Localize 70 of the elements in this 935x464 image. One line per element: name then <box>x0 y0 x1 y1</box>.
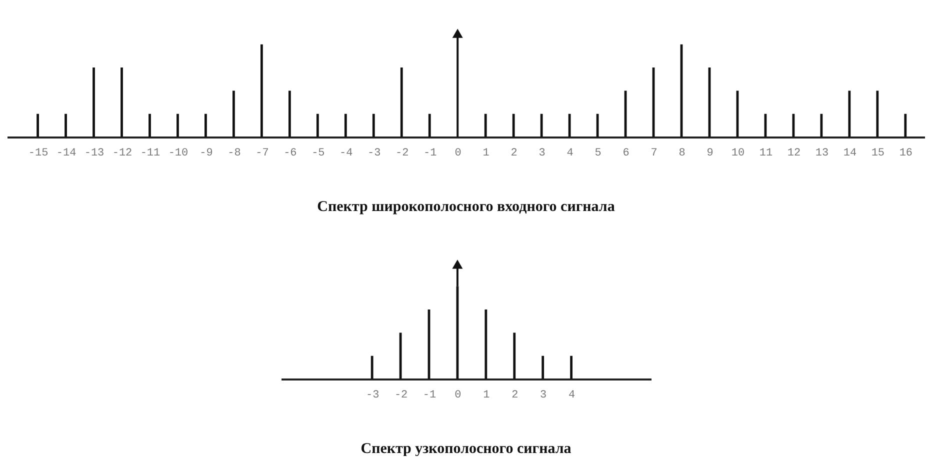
bar <box>120 68 123 137</box>
x-tick-label: -13 <box>84 148 104 160</box>
x-tick-label: -6 <box>284 148 297 160</box>
text: Спектр узкополосного сигнала <box>360 441 572 457</box>
x-tick-label: 5 <box>594 148 602 160</box>
x-tick-label: 11 <box>759 148 773 160</box>
x-tick-label: -15 <box>28 148 48 160</box>
bar <box>92 68 95 137</box>
x-tick-label: 15 <box>871 148 885 160</box>
x-tick-label: 13 <box>815 148 829 160</box>
bar <box>204 114 207 137</box>
x-tick-label: -3 <box>368 148 381 160</box>
bar <box>876 90 879 137</box>
bar <box>568 114 571 137</box>
bar <box>820 114 823 137</box>
x-tick-label: -14 <box>56 148 77 160</box>
x-tick-label: -4 <box>340 148 354 160</box>
bar <box>288 90 291 137</box>
x-tick-label: -11 <box>140 148 161 160</box>
x-tick-label: 0 <box>454 148 462 160</box>
bar <box>484 310 488 379</box>
bar <box>848 90 851 137</box>
bar <box>344 114 347 137</box>
x-tick-label: -9 <box>200 148 213 160</box>
bar <box>260 44 263 137</box>
x-tick-label: 10 <box>731 148 745 160</box>
x-tick-label: -1 <box>424 148 438 160</box>
x-tick-label: 1 <box>482 148 490 160</box>
x-tick-label: 7 <box>650 148 658 160</box>
bar <box>400 68 403 137</box>
x-tick-label: -1 <box>422 390 436 402</box>
x-tick-label: -12 <box>112 148 132 160</box>
x-tick-label: 8 <box>678 148 686 160</box>
x-tick-label: -2 <box>396 148 409 160</box>
x-tick-label: 2 <box>512 390 518 402</box>
x-tick-label: 16 <box>899 148 913 160</box>
x-tick-label: 3 <box>540 390 547 402</box>
bar <box>542 356 544 379</box>
bar <box>370 356 374 379</box>
x-tick-label: -8 <box>228 148 241 160</box>
x-tick-label: 9 <box>706 148 714 160</box>
x-tick-label: -5 <box>312 148 325 160</box>
x-tick-label: 4 <box>566 148 574 160</box>
bar <box>372 114 375 137</box>
x-tick-label: 12 <box>787 148 801 160</box>
x-tick-label: 14 <box>843 148 857 160</box>
bar <box>513 332 516 379</box>
x-tick-label: 6 <box>622 148 630 160</box>
x-tick-label: 1 <box>483 390 490 402</box>
x-tick-label: -3 <box>366 390 380 402</box>
bar <box>316 114 319 137</box>
text: Спектр широкополосного входного сигнала <box>317 199 616 215</box>
x-tick-label: -2 <box>394 390 408 402</box>
bar <box>484 114 487 137</box>
x-tick-label: 4 <box>568 390 576 402</box>
bar <box>428 114 431 137</box>
bar <box>36 114 39 137</box>
bar <box>148 114 151 137</box>
x-tick-label: 2 <box>510 148 518 160</box>
x-tick-label: -10 <box>168 148 188 160</box>
bar <box>64 114 67 137</box>
bar <box>540 114 543 137</box>
bar <box>904 114 907 137</box>
bar <box>570 356 573 379</box>
bar <box>232 90 235 137</box>
x-tick-label: 3 <box>538 148 546 160</box>
bar <box>176 114 179 137</box>
bar <box>512 114 515 137</box>
x-tick-label: -7 <box>256 148 269 160</box>
x-tick-label: 0 <box>454 390 462 402</box>
